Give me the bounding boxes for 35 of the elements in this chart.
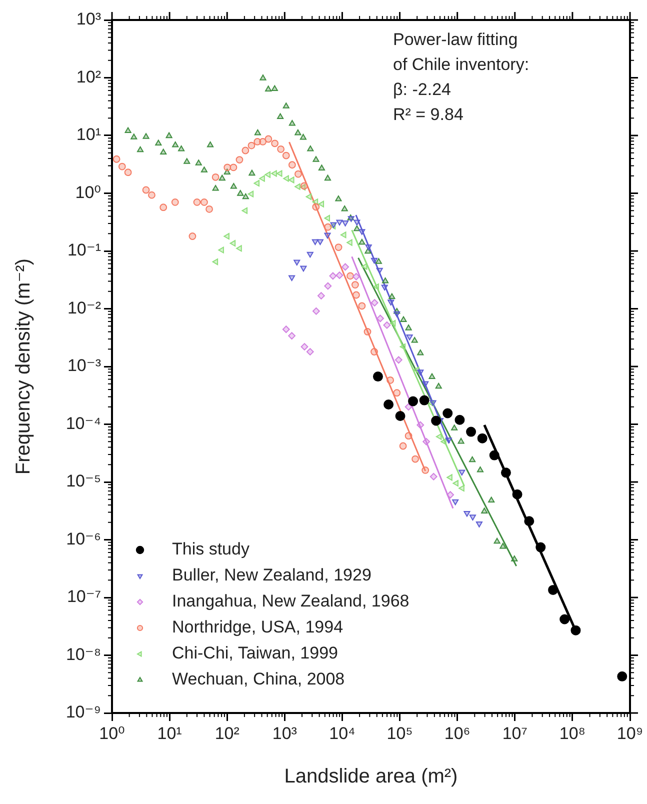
y-tick-label: 10³	[76, 10, 102, 29]
x-tick-label: 10²	[214, 724, 240, 743]
x-tick-label: 10⁵	[386, 724, 413, 743]
y-tick-label: 10⁻⁵	[66, 472, 101, 491]
x-tick-label: 10⁴	[329, 724, 356, 743]
y-tick-label: 10⁻¹	[67, 240, 102, 260]
y-tick-label: 10⁻⁸	[66, 644, 101, 664]
legend-label: Inangahua, New Zealand, 1968	[172, 592, 410, 611]
x-tick-label: 10⁷	[502, 724, 528, 743]
y-tick-label: 10⁻⁶	[66, 529, 101, 548]
annotation: of Chile inventory:	[393, 55, 530, 74]
y-tick-label: 10⁻²	[67, 298, 102, 318]
x-tick-label: 10⁸	[559, 724, 586, 743]
x-tick-label: 10⁹	[616, 724, 644, 743]
y-tick-label: 10⁻⁹	[66, 702, 101, 722]
legend-label: Northridge, USA, 1994	[172, 618, 344, 637]
legend-label: Chi-Chi, Taiwan, 1999	[172, 644, 338, 663]
x-tick-label: 10³	[272, 724, 298, 743]
y-tick-label: 10⁻⁴	[66, 414, 101, 433]
legend-label: Wechuan, China, 2008	[172, 670, 345, 689]
legend-label: This study	[172, 540, 250, 559]
x-axis-title: Landslide area (m²)	[284, 766, 458, 788]
annotation: β: -2.24	[393, 80, 451, 100]
y-tick-label: 10⁰	[75, 182, 102, 202]
legend-label: Buller, New Zealand, 1929	[172, 566, 372, 585]
x-tick-label: 10⁶	[444, 724, 470, 743]
x-tick-label: 10¹	[157, 724, 182, 743]
annotation: Power-law fitting	[393, 30, 518, 50]
annotation: R² = 9.84	[393, 105, 464, 124]
y-tick-label: 10²	[76, 67, 102, 86]
x-tick-label: 10⁰	[99, 724, 126, 743]
y-tick-label: 10⁻⁷	[66, 587, 101, 606]
y-axis-title: Frequency density (m⁻²)	[12, 258, 35, 475]
y-tick-label: 10⁻³	[67, 356, 102, 376]
y-tick-label: 10¹	[76, 125, 102, 144]
